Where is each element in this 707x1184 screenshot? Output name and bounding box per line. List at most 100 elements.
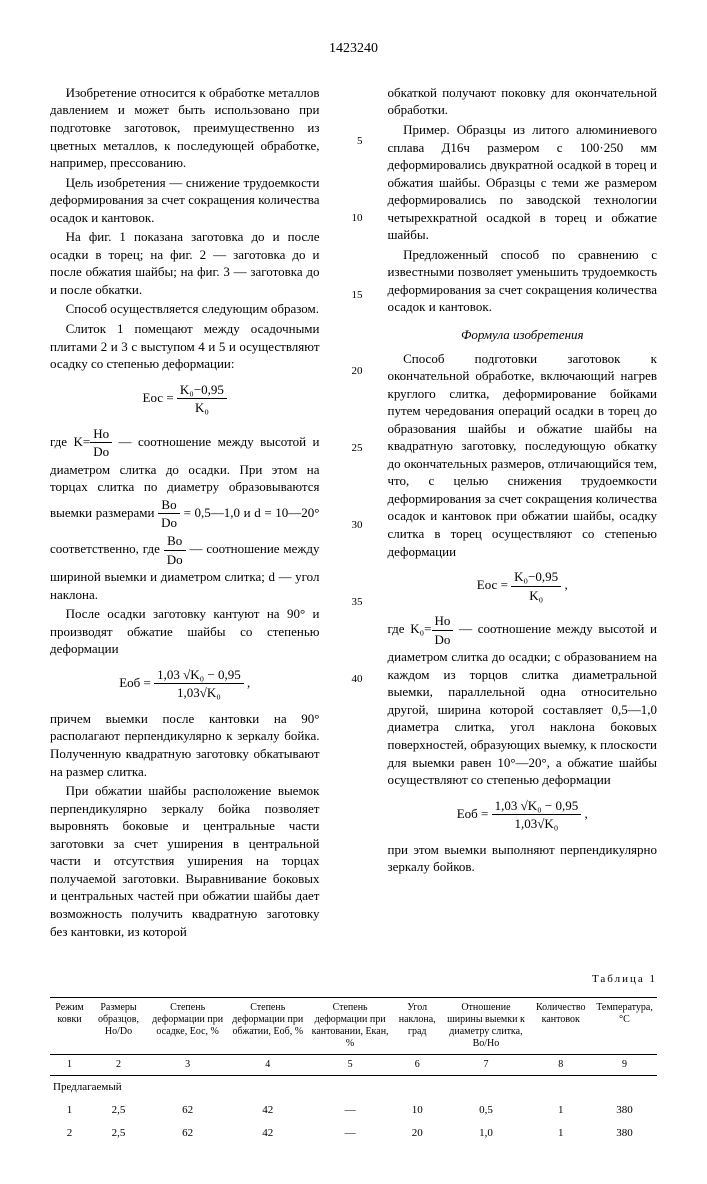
rf2-lhs: Eоб =	[457, 806, 489, 821]
c: 1	[529, 1099, 592, 1122]
t: где K=	[50, 434, 90, 449]
right-p5: где K₀=HоDо — соотношение между высотой …	[388, 612, 658, 788]
left-p7: причем выемки после кантовки на 90° расп…	[50, 710, 320, 780]
left-p2: Цель изобретения — снижение трудоемкости…	[50, 174, 320, 227]
t: Dо	[158, 514, 180, 532]
ln20: 20	[345, 364, 363, 379]
ln10: 10	[345, 211, 363, 226]
left-p6: После осадки заготовку кантуют на 90° и …	[50, 605, 320, 658]
right-column: обкаткой получают поковку для окончатель…	[388, 84, 658, 942]
th-9: Температура, °C	[592, 997, 657, 1054]
th-8: Количество кантовок	[529, 997, 592, 1054]
t: Dо	[432, 631, 454, 649]
t: Dо	[164, 551, 186, 569]
th-1: Режим ковки	[50, 997, 89, 1054]
right-p6: при этом выемки выполняют перпендикулярн…	[388, 841, 658, 876]
table-numrow: 1 2 3 4 5 6 7 8 9	[50, 1054, 657, 1075]
c: 0,5	[442, 1099, 529, 1122]
c: —	[308, 1122, 392, 1145]
section-row: Предлагаемый	[50, 1075, 657, 1098]
rf2-num: 1,03 √K₀ − 0,95	[492, 797, 582, 816]
th-6: Угол наклона, град	[392, 997, 442, 1054]
c: 1	[50, 1099, 89, 1122]
th-2: Размеры образцов, Hо/Dо	[89, 997, 148, 1054]
page-number: 1423240	[50, 40, 657, 59]
ln5: 5	[345, 134, 363, 149]
f2-lhs: Eоб =	[119, 675, 151, 690]
n7: 7	[442, 1054, 529, 1075]
claim-title: Формула изобретения	[388, 326, 658, 344]
f2-den: 1,03√K₀	[154, 684, 244, 702]
c: 42	[227, 1099, 308, 1122]
c: 10	[392, 1099, 442, 1122]
t: Dо	[90, 443, 112, 461]
section-label: Предлагаемый	[50, 1075, 657, 1098]
left-p8: При обжатии шайбы расположение выемок пе…	[50, 782, 320, 940]
left-p3: На фиг. 1 показана заготовка до и после …	[50, 228, 320, 298]
c: 2	[50, 1122, 89, 1145]
n9: 9	[592, 1054, 657, 1075]
left-column: Изобретение относится к обработке металл…	[50, 84, 320, 942]
th-3: Степень деформации при осадке, Eос, %	[148, 997, 227, 1054]
left-p4: Способ осуществляется следующим образом.	[50, 300, 320, 318]
t: Bо	[158, 496, 180, 515]
rf1-den: K₀	[511, 587, 561, 605]
c: 1,0	[442, 1122, 529, 1145]
left-p5b: где K=HоDо — соотношение между высотой и…	[50, 425, 320, 603]
c: 20	[392, 1122, 442, 1145]
c: —	[308, 1099, 392, 1122]
f1-num: K₀−0,95	[177, 381, 227, 400]
left-formula-2: Eоб = 1,03 √K₀ − 0,95 1,03√K₀ ,	[50, 666, 320, 702]
ln25: 25	[345, 441, 363, 456]
t: — соотношение между высотой и диаметром …	[388, 621, 658, 787]
th-5: Степень деформации при кантовании, Eкан,…	[308, 997, 392, 1054]
table-row: 2 2,5 62 42 — 20 1,0 1 380	[50, 1122, 657, 1145]
ln30: 30	[345, 518, 363, 533]
rf1-lhs: Eос =	[477, 577, 508, 592]
left-p5a: Слиток 1 помещают между осадочными плита…	[50, 320, 320, 373]
n8: 8	[529, 1054, 592, 1075]
table-row: 1 2,5 62 42 — 10 0,5 1 380	[50, 1099, 657, 1122]
right-p1: обкаткой получают поковку для окончатель…	[388, 84, 658, 119]
c: 380	[592, 1122, 657, 1145]
right-p2: Пример. Образцы из литого алюминиевого с…	[388, 121, 658, 244]
f1-lhs: Eос =	[143, 390, 174, 405]
rf2-den: 1,03√K₀	[492, 815, 582, 833]
c: 42	[227, 1122, 308, 1145]
n1: 1	[50, 1054, 89, 1075]
two-column-body: Изобретение относится к обработке металл…	[50, 84, 657, 942]
t: где K₀=	[388, 621, 432, 636]
c: 2,5	[89, 1122, 148, 1145]
f2-num: 1,03 √K₀ − 0,95	[154, 666, 244, 685]
c: 1	[529, 1122, 592, 1145]
ln35: 35	[345, 595, 363, 610]
right-formula-2: Eоб = 1,03 √K₀ − 0,95 1,03√K₀ ,	[388, 797, 658, 833]
th-4: Степень деформации при обжатии, Eоб, %	[227, 997, 308, 1054]
f1-den: K₀	[177, 399, 227, 417]
t: Hо	[432, 612, 454, 631]
c: 62	[148, 1099, 227, 1122]
ln40: 40	[345, 672, 363, 687]
left-p1: Изобретение относится к обработке металл…	[50, 84, 320, 172]
ln15: 15	[345, 288, 363, 303]
th-7: Отношение ширины выемки к диаметру слитк…	[442, 997, 529, 1054]
rf1-num: K₀−0,95	[511, 568, 561, 587]
table-title: Таблица 1	[50, 972, 657, 987]
c: 62	[148, 1122, 227, 1145]
right-p3: Предложенный способ по сравнению с извес…	[388, 246, 658, 316]
right-formula-1: Eос = K₀−0,95 K₀ ,	[388, 568, 658, 604]
table-header-row: Режим ковки Размеры образцов, Hо/Dо Степ…	[50, 997, 657, 1054]
n3: 3	[148, 1054, 227, 1075]
left-formula-1: Eос = K₀−0,95 K₀	[50, 381, 320, 417]
c: 380	[592, 1099, 657, 1122]
t: Bо	[164, 532, 186, 551]
right-p4: Способ подготовки заготовок к окончатель…	[388, 350, 658, 561]
n5: 5	[308, 1054, 392, 1075]
n2: 2	[89, 1054, 148, 1075]
line-number-gutter: 5 10 15 20 25 30 35 40	[345, 84, 363, 942]
n4: 4	[227, 1054, 308, 1075]
n6: 6	[392, 1054, 442, 1075]
t: Hо	[90, 425, 112, 444]
data-table: Режим ковки Размеры образцов, Hо/Dо Степ…	[50, 997, 657, 1145]
c: 2,5	[89, 1099, 148, 1122]
